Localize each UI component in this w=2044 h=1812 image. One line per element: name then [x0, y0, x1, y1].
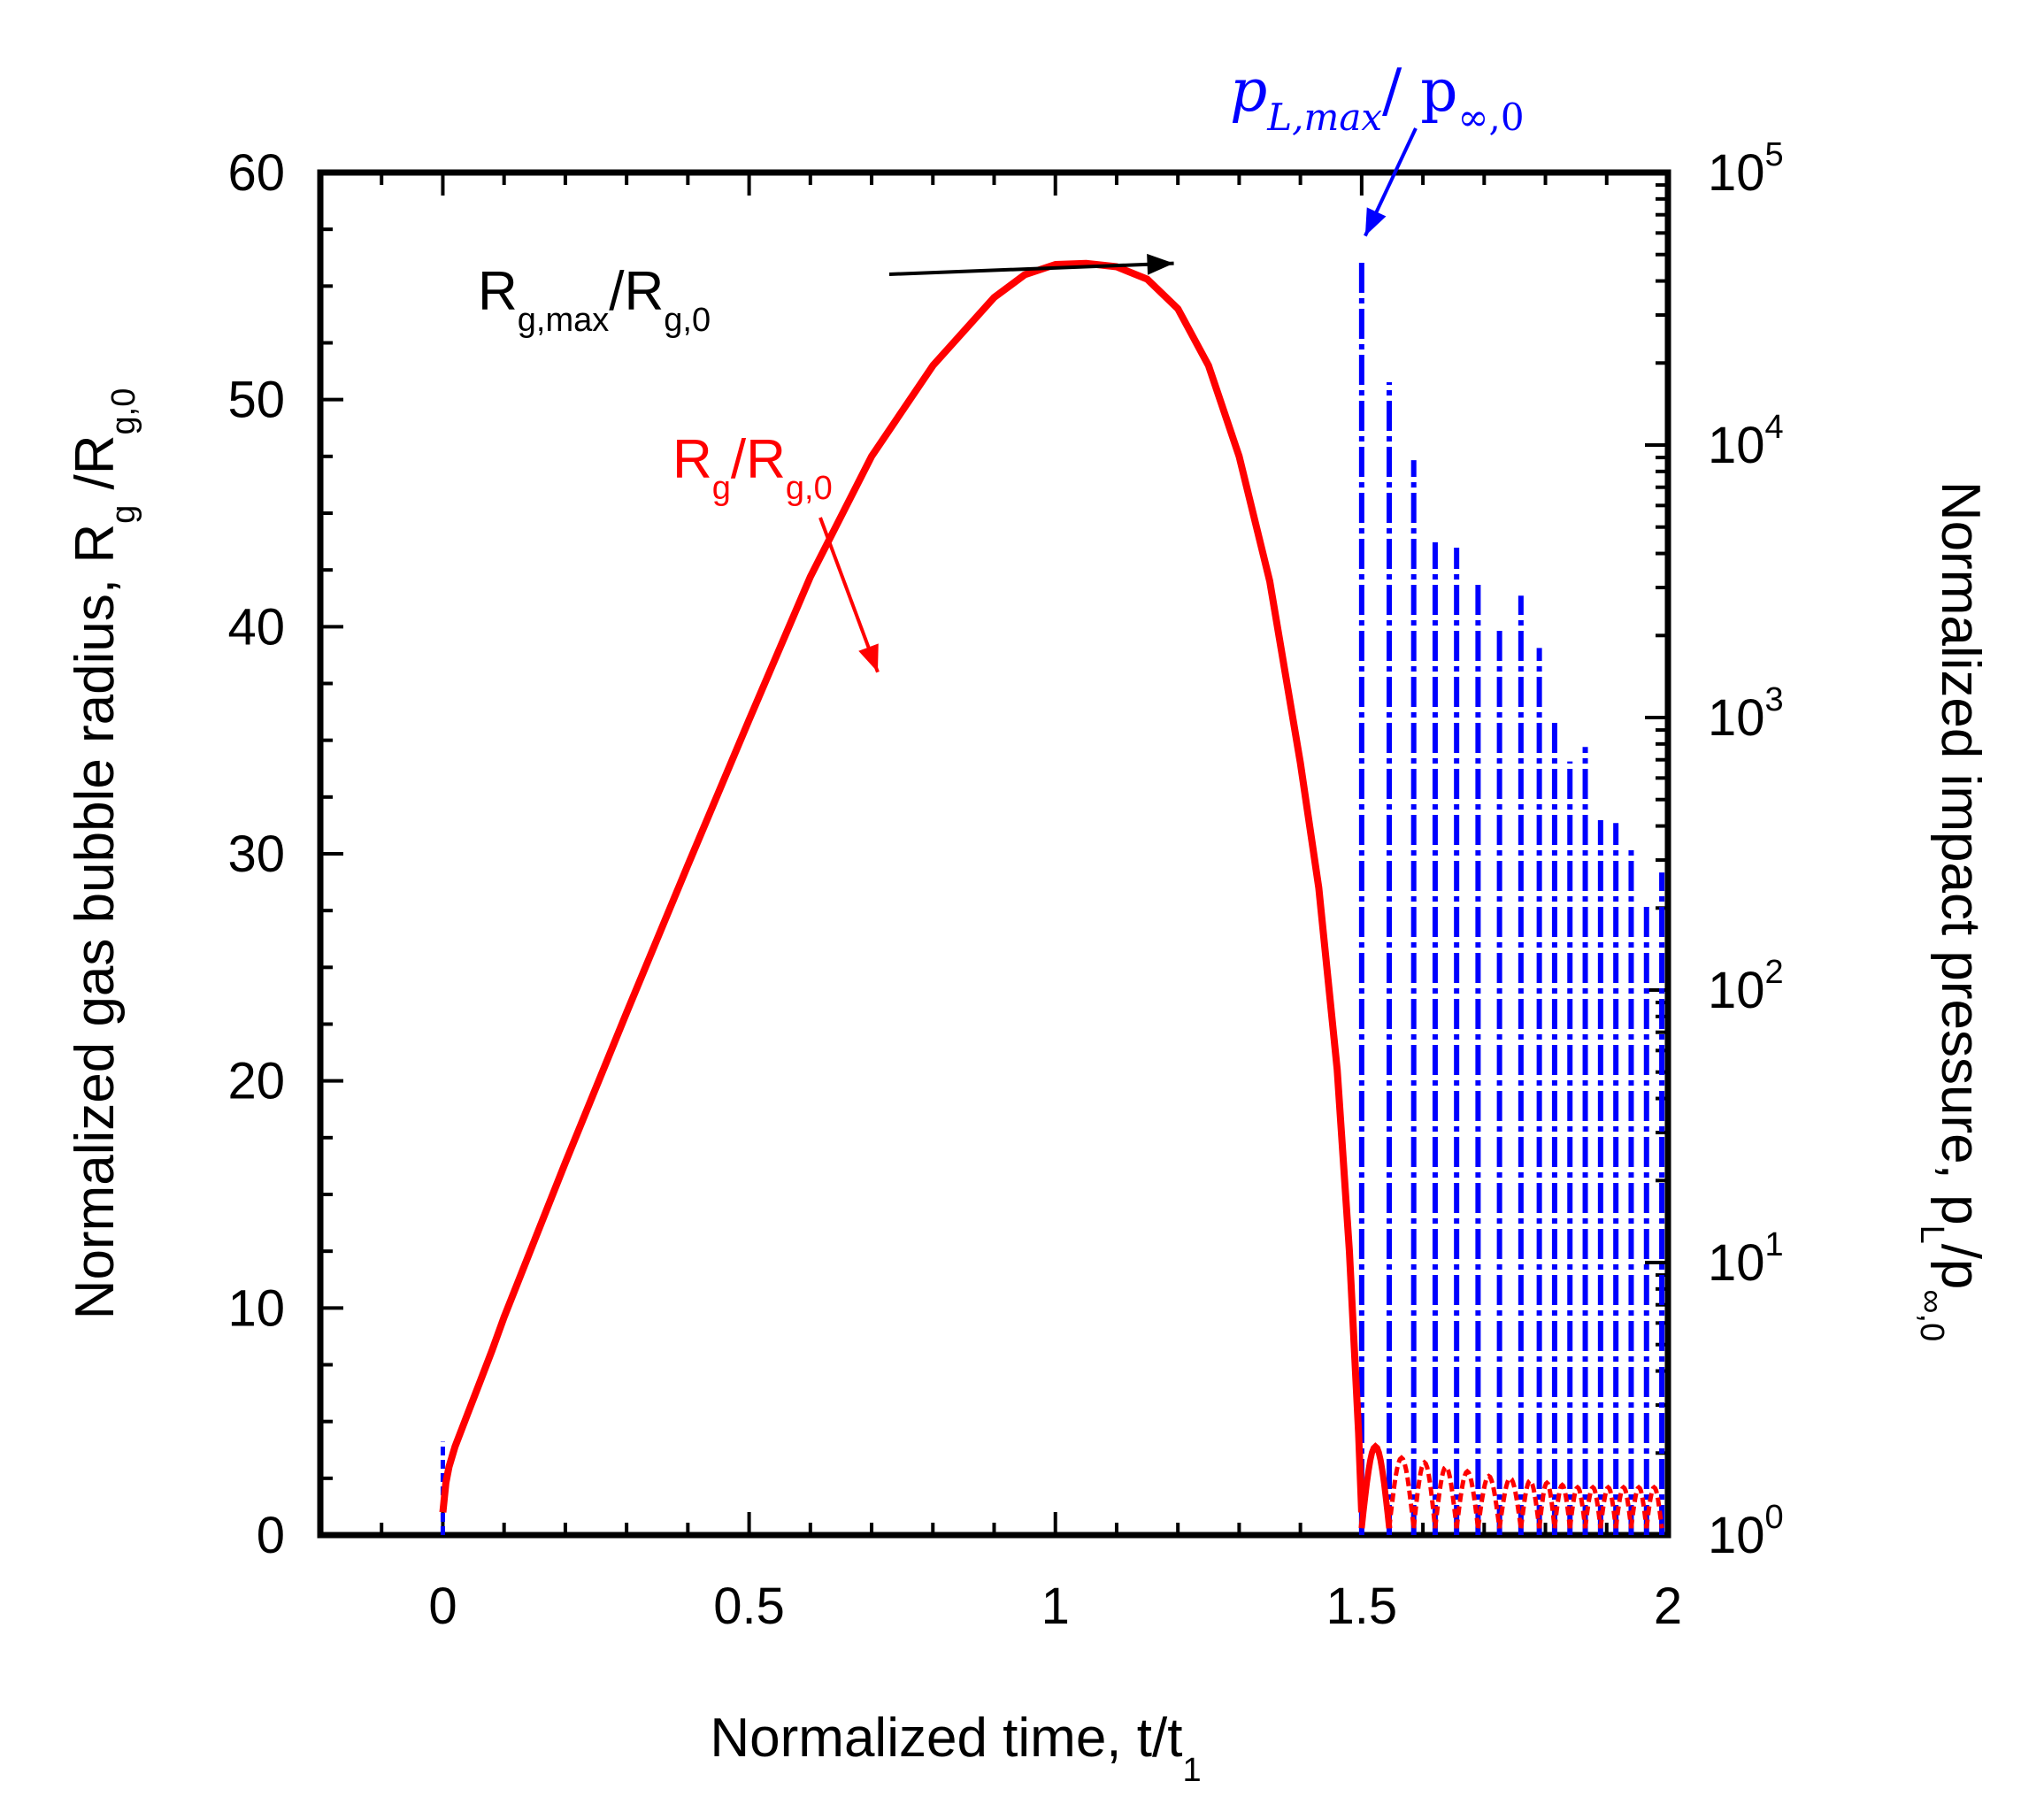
- x-tick-label: 0.5: [713, 1578, 785, 1635]
- series-layer: [439, 259, 1665, 1535]
- radius-rebound: [1387, 1455, 1417, 1529]
- y-right-tick-label: 101: [1708, 1226, 1784, 1292]
- ticks-layer: [319, 171, 1670, 1537]
- annotation-rg-max: Rg,max/Rg,0: [478, 261, 711, 339]
- x-tick-label: 0: [428, 1578, 457, 1635]
- radius-rebound: [1518, 1478, 1542, 1529]
- annotation-rg-max-arrow-shaft: [888, 261, 1174, 276]
- y-left-tick-label: 0: [257, 1507, 285, 1564]
- x-tick-label: 1.5: [1326, 1578, 1398, 1635]
- y-right-axis-title: Normalized impact pressure, pL/p∞,0: [1913, 481, 1991, 1341]
- annotation-rg: Rg/Rg,0: [672, 429, 833, 507]
- y-right-tick-label: 104: [1708, 409, 1784, 474]
- annotations-layer: Rg,max/Rg,0 Rg/Rg,0 pL,max/ p∞,0: [478, 57, 1525, 673]
- y-right-tick-label: 105: [1708, 136, 1784, 202]
- y-left-tick-label: 50: [227, 372, 285, 429]
- radius-rebound: [1567, 1484, 1587, 1529]
- radius-rebound: [1475, 1473, 1502, 1529]
- y-right-tick-label: 102: [1708, 954, 1784, 1019]
- y-left-tick-label: 20: [227, 1053, 285, 1110]
- plot-frame: [317, 169, 1671, 1539]
- y-left-tick-label: 40: [227, 598, 285, 656]
- radius-rebound: [1598, 1484, 1618, 1529]
- x-axis-title: Normalized time, t/t1: [710, 1708, 1201, 1789]
- annotation-rg-arrow-head: [858, 643, 879, 672]
- x-tick-label: 2: [1654, 1578, 1682, 1635]
- y-right-tick-label: 103: [1708, 681, 1784, 747]
- radius-rebound: [1433, 1463, 1459, 1529]
- y-left-tick-label: 30: [227, 825, 285, 883]
- y-left-axis-title: Normalized gas bubble radius, Rg /Rg,0: [65, 388, 142, 1320]
- annotation-rg-max-arrow-head: [1147, 253, 1174, 275]
- radius-curve: [439, 259, 1365, 1513]
- radius-rebound: [1454, 1468, 1480, 1529]
- annotation-pl-max-arrow-head: [1364, 207, 1387, 236]
- annotation-rg-arrow-shaft: [818, 517, 880, 673]
- plot-clip-group: [439, 259, 1665, 1535]
- radius-rebound: [1358, 1442, 1393, 1529]
- radius-rebound: [1644, 1484, 1664, 1529]
- y-left-tick-label: 10: [227, 1279, 285, 1337]
- radius-rebound: [1629, 1484, 1649, 1529]
- y-left-tick-label: 60: [227, 144, 285, 202]
- radius-rebound: [1537, 1479, 1557, 1529]
- x-tick-label: 1: [1041, 1578, 1070, 1635]
- y-right-tick-label: 100: [1708, 1499, 1784, 1564]
- radius-rebound: [1552, 1482, 1572, 1529]
- radius-rebound: [1411, 1459, 1438, 1529]
- radius-rebound: [1497, 1475, 1524, 1529]
- radius-rebound: [1613, 1484, 1633, 1529]
- radius-rebound: [1583, 1484, 1603, 1529]
- annotation-pl-max: pL,max/ p∞,0: [1230, 57, 1525, 139]
